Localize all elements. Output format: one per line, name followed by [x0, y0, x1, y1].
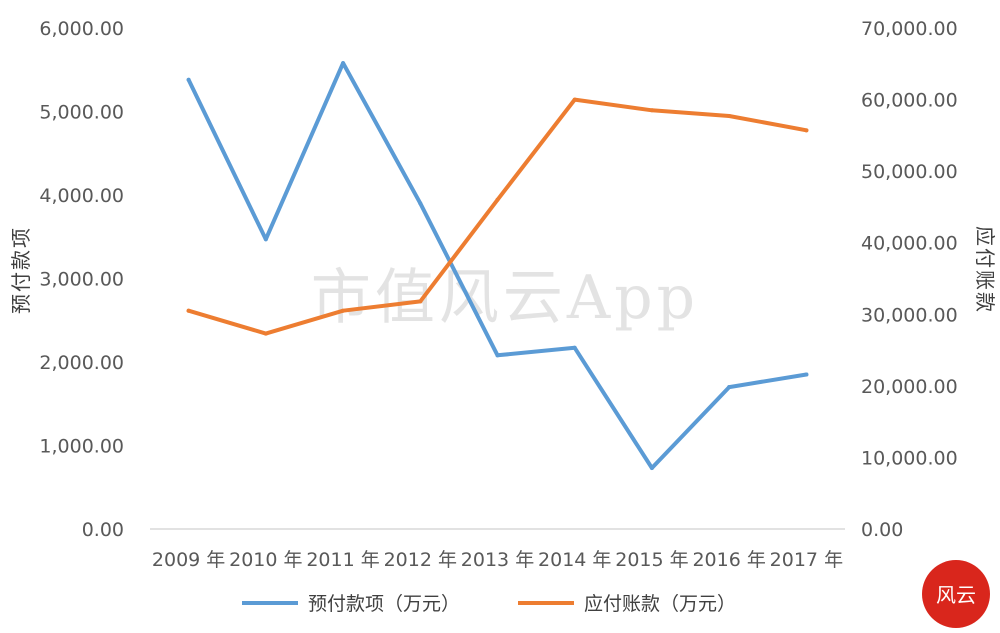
legend: 预付款项（万元） 应付账款（万元） [242, 593, 736, 615]
x-tick-label: 2014 年 [538, 549, 611, 571]
right-tick-label: 40,000.00 [861, 233, 958, 255]
data-point-prepayments [263, 237, 268, 242]
seal-logo: 风云 [922, 560, 990, 628]
x-tick-label: 2016 年 [692, 549, 765, 571]
data-point-prepayments [649, 466, 654, 471]
x-tick-label: 2009 年 [152, 549, 225, 571]
x-tick-label: 2011 年 [306, 549, 379, 571]
watermark: 市值风云App [311, 263, 699, 333]
data-point-payables [263, 331, 268, 336]
x-tick-label: 2017 年 [770, 549, 843, 571]
data-point-payables [727, 114, 732, 119]
x-tick-label: 2015 年 [615, 549, 688, 571]
legend-label-prepayments: 预付款项（万元） [308, 593, 460, 615]
left-tick-label: 2,000.00 [39, 352, 124, 374]
x-tick-label: 2012 年 [384, 549, 457, 571]
right-tick-label: 50,000.00 [861, 161, 958, 183]
data-point-prepayments [341, 61, 346, 66]
right-tick-label: 70,000.00 [861, 18, 958, 40]
left-tick-label: 4,000.00 [39, 185, 124, 207]
left-tick-label: 1,000.00 [39, 436, 124, 458]
data-point-payables [649, 108, 654, 113]
right-axis-title: 应付账款 [973, 226, 997, 314]
left-tick-label: 3,000.00 [39, 269, 124, 291]
right-tick-label: 30,000.00 [861, 304, 958, 326]
right-tick-label: 10,000.00 [861, 447, 958, 469]
x-tick-label: 2010 年 [229, 549, 302, 571]
x-axis-ticks: 2009 年 2010 年 2011 年 2012 年 2013 年 2014 年 2015… [152, 549, 843, 571]
data-point-payables [495, 197, 500, 202]
seal-text: 风云 [936, 583, 976, 607]
seal-circle [922, 560, 990, 628]
legend-label-payables: 应付账款（万元） [584, 593, 736, 615]
data-point-prepayments [186, 77, 191, 82]
data-point-prepayments [418, 201, 423, 206]
data-point-payables [572, 97, 577, 102]
right-axis-ticks: 0.00 10,000.00 20,000.00 30,000.00 40,000.00… [861, 18, 958, 541]
left-tick-label: 0.00 [82, 519, 124, 541]
left-axis-title: 预付款项 [9, 226, 33, 314]
data-point-prepayments [495, 353, 500, 358]
left-tick-label: 6,000.00 [39, 18, 124, 40]
data-point-payables [341, 308, 346, 313]
data-point-prepayments [727, 385, 732, 390]
left-tick-label: 5,000.00 [39, 102, 124, 124]
data-point-payables [186, 308, 191, 313]
data-point-payables [418, 299, 423, 304]
right-tick-label: 20,000.00 [861, 376, 958, 398]
left-axis-ticks: 0.00 1,000.00 2,000.00 3,000.00 4,000.00 5,00… [39, 18, 124, 541]
right-tick-label: 0.00 [861, 519, 903, 541]
x-tick-label: 2013 年 [461, 549, 534, 571]
series-layer [186, 61, 809, 471]
data-point-prepayments [804, 372, 809, 377]
data-point-prepayments [572, 345, 577, 350]
right-tick-label: 60,000.00 [861, 90, 958, 112]
data-point-payables [804, 128, 809, 133]
